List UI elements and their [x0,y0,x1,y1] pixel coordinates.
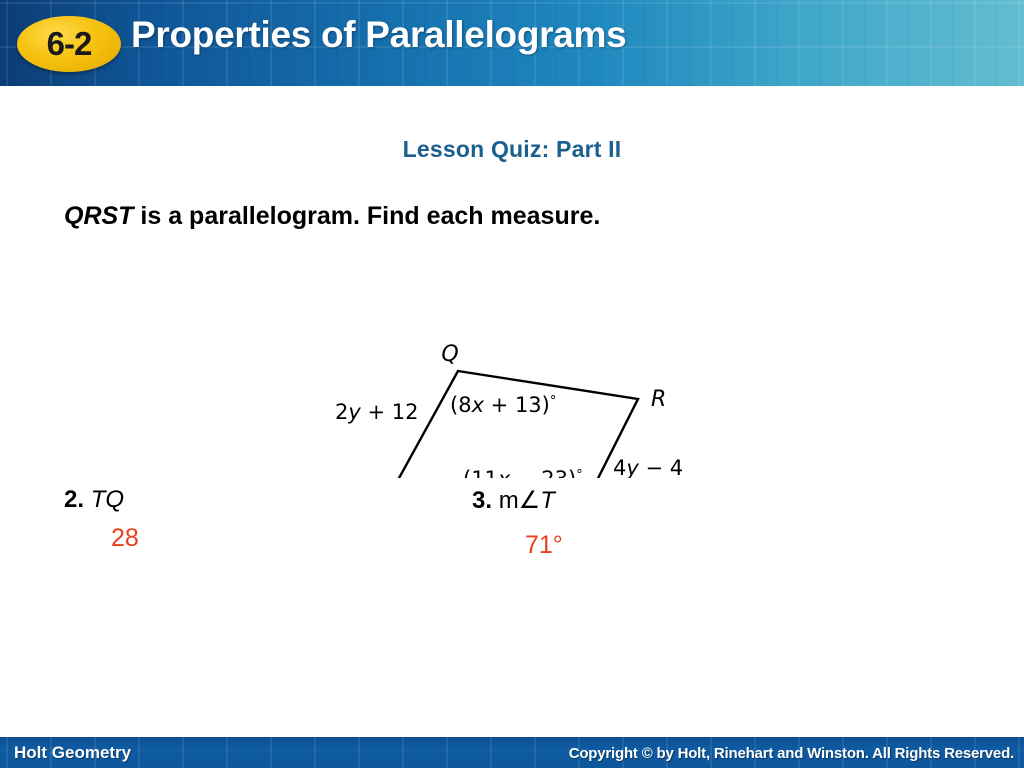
lesson-number-text: 6-2 [46,24,93,62]
angle-label-q-degree: ° [550,394,557,409]
slide-body: Lesson Quiz: Part II QRST is a parallelo… [0,86,1024,737]
problem-statement: QRST is a parallelogram. Find each measu… [64,202,600,231]
side-label-tq: 2y + 12 [335,400,418,424]
quiz-item-2-expression: TQ [90,486,125,513]
angle-label-q-rest: + 13) [484,393,550,417]
side-label-rs: 4y − 4 [613,456,683,478]
quiz-item-2-answer: 28 [111,524,139,552]
angle-label-s-rest: − 23) [510,467,576,478]
side-label-rs-rest: − 4 [639,456,683,478]
angle-label-q: (8x + 13)° [450,393,556,417]
quiz-item-3-number: 3. [472,487,493,514]
parallelogram-figure: Q R S T 2y + 12 4y − 4 (8x + 13)° (11x −… [320,248,720,478]
angle-label-q-prefix: (8 [450,393,472,417]
footer-brand-label: Holt Geometry [14,743,132,762]
vertex-label-q: Q [441,342,458,367]
angle-label-s: (11x − 23)° [463,467,583,478]
quiz-item-3-prefix: m∠ [498,487,541,514]
side-label-tq-variable: y [347,400,361,424]
side-label-rs-coefficient: 4 [613,456,626,478]
quiz-item-3-answer: 71° [525,531,563,559]
problem-figure-name: QRST [64,202,134,230]
vertex-label-t: T [368,477,383,478]
quiz-item-3-expression: T [540,487,555,514]
quiz-item-3-prompt: 3. m∠T [472,486,563,515]
lesson-number-badge: 6-2 [17,16,121,72]
quiz-item-2-prompt: 2. TQ [64,486,139,514]
angle-label-s-variable: x [497,467,511,478]
problem-statement-rest: is a parallelogram. Find each measure. [133,202,601,230]
parallelogram-svg: Q R S T 2y + 12 4y − 4 (8x + 13)° (11x −… [335,342,683,478]
quiz-item-2-number: 2. [64,486,85,513]
quiz-item-3: 3. m∠T 71° [472,486,563,560]
quiz-item-2: 2. TQ 28 [64,486,139,553]
parallelogram-outline [397,369,640,478]
vertex-label-r: R [651,387,666,412]
lesson-quiz-heading: Lesson Quiz: Part II [402,136,622,162]
angle-label-q-variable: x [471,393,485,417]
side-label-tq-coefficient: 2 [335,400,348,424]
side-label-tq-rest: + 12 [361,400,419,424]
angle-label-s-degree: ° [576,468,583,478]
slide-title: Properties of Parallelograms [131,14,627,55]
side-label-rs-variable: y [625,456,639,478]
footer-copyright-label: Copyright © by Holt, Rinehart and Winsto… [568,745,1014,762]
angle-label-s-prefix: (11 [463,467,498,478]
slide-header-banner: 6-2 Properties of Parallelograms [0,0,1024,86]
slide-footer: Holt Geometry Copyright © by Holt, Rineh… [0,737,1024,768]
